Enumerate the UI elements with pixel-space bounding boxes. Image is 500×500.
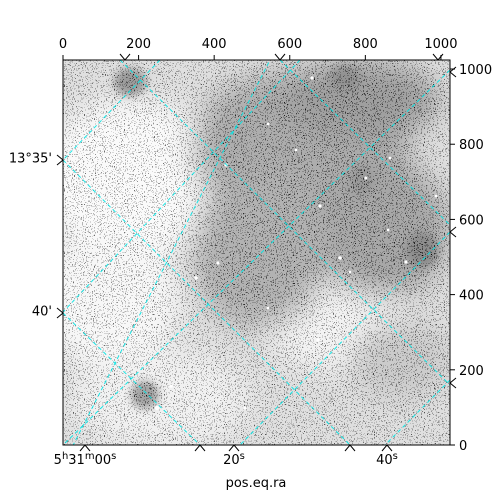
ra-tick-label-2: 40s: [376, 451, 398, 468]
world-tick-mark-5: [449, 226, 457, 238]
world-tick-mark-7: [449, 66, 457, 78]
right-tick-label-0: 0: [459, 439, 467, 454]
grid-line-2: [63, 312, 201, 445]
top-pixel-axis: 0 200 400 600 800 1000: [59, 37, 457, 60]
world-tick-mark-3: [228, 444, 240, 452]
grid-line-8: [384, 379, 450, 445]
world-tick-mark-4: [381, 444, 393, 452]
right-pixel-axis: 0 200 400 600 800 1000: [450, 63, 492, 454]
top-tick-label-5: 1000: [424, 37, 457, 52]
ra-tick-label-0: 5h31m00s: [54, 451, 117, 468]
x-axis-title: pos.eq.ra: [226, 476, 287, 491]
top-tick-label-1: 200: [126, 37, 151, 52]
grid-line-9: [72, 60, 271, 445]
right-tick-label-4: 800: [459, 138, 484, 153]
top-tick-label-3: 600: [277, 37, 302, 52]
grid-line-1: [63, 159, 351, 445]
coordinate-grid: [63, 60, 450, 445]
world-tick-mark-1: [56, 307, 64, 319]
grid-line-3: [279, 60, 450, 226]
world-tick-mark-2: [79, 444, 91, 452]
top-tick-label-0: 0: [59, 37, 67, 52]
stars: [118, 76, 438, 411]
plot-frame: [62, 59, 451, 446]
world-tick-mark-0: [56, 154, 64, 166]
dec-tick-label-1: 40': [32, 305, 52, 320]
top-tick-label-4: 800: [353, 37, 378, 52]
grid-line-4: [63, 69, 450, 445]
world-tick-mark-9: [274, 53, 286, 61]
right-tick-label-3: 600: [459, 213, 484, 228]
grid-line-7: [239, 231, 450, 445]
world-tick-mark-10: [432, 53, 444, 61]
world-tick-mark-8: [119, 53, 131, 61]
grid-line-6: [63, 60, 161, 161]
grid-line-5: [63, 60, 301, 313]
sky-image: [63, 60, 450, 445]
top-tick-label-2: 400: [202, 37, 227, 52]
right-tick-label-2: 400: [459, 289, 484, 304]
grid-line-0: [119, 60, 450, 386]
world-tick-mark-11: [194, 444, 206, 452]
ra-tick-label-1: 20s: [223, 451, 245, 468]
world-tick-mark-6: [449, 377, 457, 389]
world-tick-mark-12: [344, 444, 356, 452]
right-tick-label-5: 1000: [459, 63, 492, 78]
world-coordinate-ticks: [56, 53, 457, 452]
dec-tick-label-0: 13°35': [9, 152, 52, 167]
right-tick-label-1: 200: [459, 364, 484, 379]
